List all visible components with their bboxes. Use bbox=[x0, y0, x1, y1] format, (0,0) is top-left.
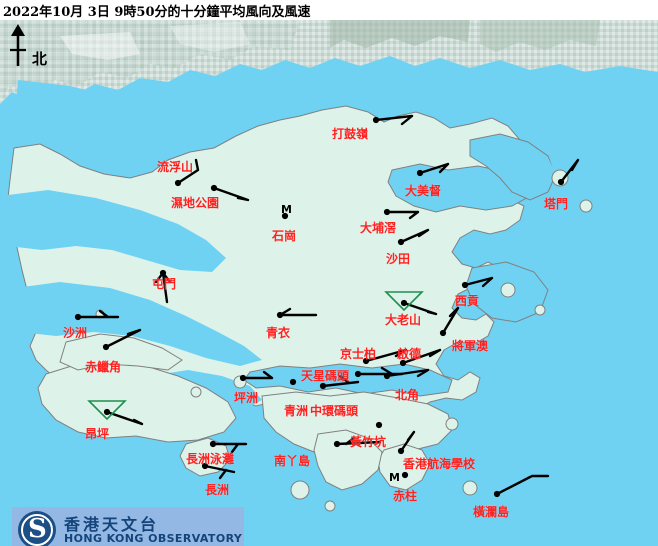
station-marker-ngong-ping bbox=[103, 408, 111, 416]
north-arrow-icon bbox=[10, 24, 26, 66]
station-marker-hk-sea-school bbox=[397, 447, 405, 455]
hong-kong-island bbox=[261, 391, 453, 491]
station-marker-central-pier bbox=[319, 382, 327, 390]
station-label-sai-kung[interactable]: 西貢 bbox=[455, 294, 480, 308]
station-label-central-pier[interactable]: 中環碼頭 bbox=[310, 404, 359, 418]
hong-kong-wind-map: 北 打鼓嶺 流浮山 濕地公園 M 石崗 大美督 塔門 大埔滘 沙田 屯門 西貢 … bbox=[0, 20, 658, 546]
station-marker-kings-park bbox=[362, 357, 370, 365]
station-label-ngong-ping[interactable]: 昂坪 bbox=[85, 427, 110, 441]
station-label-sha-chau[interactable]: 沙洲 bbox=[63, 326, 88, 340]
station-marker-chek-lap-kok bbox=[102, 343, 110, 351]
hko-logo-s-glyph: S bbox=[28, 514, 47, 544]
station-label-hk-sea-school[interactable]: 香港航海學校 bbox=[403, 457, 476, 471]
hko-logo-mark-icon: S bbox=[18, 511, 56, 546]
station-label-green-island[interactable]: 青洲 bbox=[284, 404, 309, 418]
islet-ne1 bbox=[579, 199, 593, 213]
hilltop-marker-layer bbox=[87, 291, 424, 421]
station-marker-stanley bbox=[401, 471, 409, 479]
station-label-tseung-kwan-o[interactable]: 將軍澳 bbox=[452, 339, 489, 353]
mirs-bay bbox=[538, 112, 658, 320]
station-label-kings-park[interactable]: 京士柏 bbox=[340, 347, 377, 361]
station-marker-tuen-mun bbox=[159, 269, 167, 277]
station-marker-sai-kung bbox=[461, 281, 469, 289]
station-label-lau-fau-shan[interactable]: 流浮山 bbox=[157, 160, 194, 174]
station-marker-tsing-yi bbox=[276, 311, 284, 319]
hilltop-marker-ngong-ping bbox=[87, 400, 127, 421]
station-label-tuen-mun[interactable]: 屯門 bbox=[152, 277, 177, 291]
cheung-chau bbox=[179, 437, 231, 477]
calm-marker-stanley: M bbox=[389, 471, 400, 484]
station-marker-cheung-chau-beach bbox=[209, 440, 217, 448]
station-marker-wetland-park bbox=[210, 184, 218, 192]
station-marker-tseung-kwan-o bbox=[439, 329, 447, 337]
station-marker-tai-po-kau bbox=[383, 208, 391, 216]
station-marker-layer bbox=[74, 116, 565, 498]
hko-logo-english: HONG KONG OBSERVATORY bbox=[64, 532, 243, 545]
station-marker-wong-chuk-hang bbox=[375, 421, 383, 429]
station-label-stanley[interactable]: 赤柱 bbox=[393, 489, 418, 503]
station-label-cheung-chau-beach[interactable]: 長洲泳灘 bbox=[186, 452, 235, 466]
hko-logo[interactable]: S 香港天文台 HONG KONG OBSERVATORY bbox=[12, 507, 244, 546]
station-label-tsing-yi[interactable]: 青衣 bbox=[266, 326, 291, 340]
station-label-sha-tin[interactable]: 沙田 bbox=[386, 252, 411, 266]
title-bar: 2022年10月 3日 9時50分的十分鐘平均風向及風速 bbox=[0, 0, 658, 20]
mainland-china-landmass bbox=[0, 20, 658, 104]
calm-marker-shek-kong: M bbox=[281, 203, 292, 216]
station-label-north-point[interactable]: 北角 bbox=[395, 388, 420, 402]
chek-lap-kok bbox=[59, 333, 183, 371]
station-marker-north-point bbox=[383, 372, 391, 380]
tung-lung-chau bbox=[445, 417, 459, 431]
station-marker-tap-mun bbox=[557, 178, 565, 186]
hilltop-marker-tates-cairn bbox=[384, 291, 424, 312]
station-label-tai-po-kau[interactable]: 大埔滘 bbox=[360, 221, 397, 235]
hong-kong-landmass bbox=[0, 105, 658, 413]
station-marker-sha-tin bbox=[397, 238, 405, 246]
tolo-harbour bbox=[387, 163, 531, 213]
station-marker-star-ferry bbox=[354, 370, 362, 378]
station-marker-tai-mei-tuk bbox=[416, 169, 424, 177]
islet-e2 bbox=[534, 304, 546, 316]
lantau-island bbox=[37, 333, 237, 443]
station-marker-sha-chau bbox=[74, 313, 82, 321]
po-toi bbox=[290, 480, 310, 500]
hko-logo-chinese: 香港天文台 bbox=[64, 515, 160, 534]
victoria-harbour bbox=[243, 363, 453, 397]
station-label-tai-mei-tuk[interactable]: 大美督 bbox=[405, 184, 442, 198]
waglan-island bbox=[462, 480, 478, 496]
station-label-peng-chau[interactable]: 坪洲 bbox=[234, 391, 259, 405]
islet-e1 bbox=[500, 282, 516, 298]
station-marker-green-island bbox=[289, 378, 297, 386]
wind-barb-layer bbox=[76, 114, 580, 496]
station-marker-peng-chau bbox=[239, 374, 247, 382]
station-marker-ta-kwu-ling bbox=[372, 116, 380, 124]
station-marker-shek-kong bbox=[281, 212, 289, 220]
page-title: 2022年10月 3日 9時50分的十分鐘平均風向及風速 bbox=[3, 5, 311, 20]
islet-s1 bbox=[324, 500, 336, 512]
station-label-tates-cairn[interactable]: 大老山 bbox=[385, 313, 422, 327]
station-label-star-ferry[interactable]: 天星碼頭 bbox=[301, 369, 350, 383]
station-label-waglan[interactable]: 橫瀾島 bbox=[473, 505, 510, 519]
station-label-shek-kong[interactable]: 石崗 bbox=[272, 229, 297, 243]
station-label-wetland-park[interactable]: 濕地公園 bbox=[171, 196, 220, 210]
station-label-chek-lap-kok[interactable]: 赤鱲角 bbox=[85, 360, 122, 374]
station-marker-tates-cairn bbox=[400, 299, 408, 307]
station-marker-waglan bbox=[493, 490, 501, 498]
station-marker-kai-tak bbox=[399, 359, 407, 367]
station-marker-lau-fau-shan bbox=[174, 179, 182, 187]
station-label-lamma-island[interactable]: 南丫島 bbox=[274, 454, 311, 468]
station-label-wong-chuk-hang[interactable]: 黃竹坑 bbox=[350, 435, 387, 449]
station-label-tap-mun[interactable]: 塔門 bbox=[544, 197, 569, 211]
station-marker-lamma-island bbox=[333, 440, 341, 448]
station-marker-cheung-chau bbox=[201, 462, 209, 470]
hei-ling-chau bbox=[190, 386, 202, 398]
station-label-cheung-chau[interactable]: 長洲 bbox=[205, 483, 230, 497]
station-label-kai-tak[interactable]: 啟德 bbox=[397, 347, 422, 361]
north-label: 北 bbox=[32, 50, 48, 68]
map-graphics bbox=[0, 20, 658, 546]
station-label-ta-kwu-ling[interactable]: 打鼓嶺 bbox=[332, 127, 369, 141]
lamma-island bbox=[313, 429, 383, 491]
